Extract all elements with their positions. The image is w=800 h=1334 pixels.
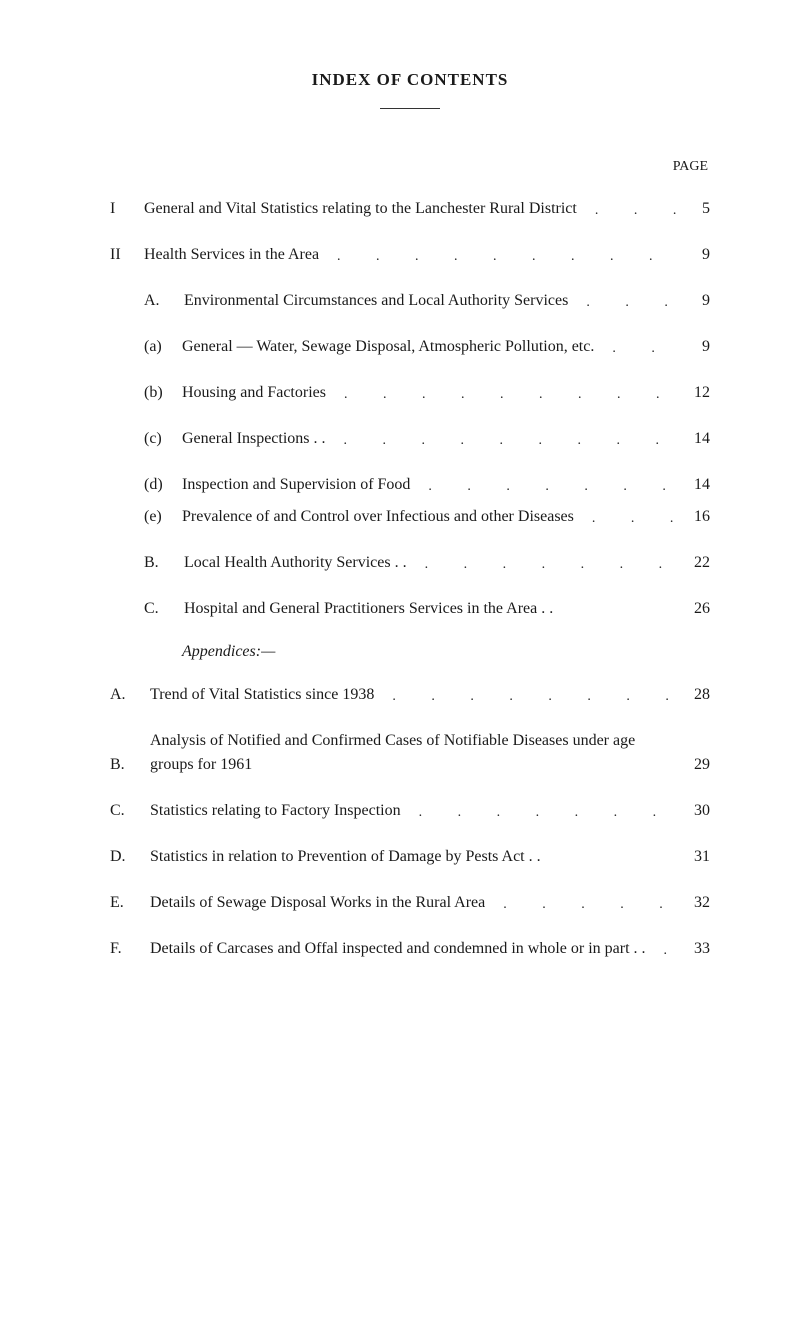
leader-dots: . . . . . . . . . . . . . . . . . . xyxy=(326,384,676,405)
entry-text: Prevalence of and Control over Infectiou… xyxy=(182,505,574,529)
leader-dots: . . . . . . . . . . . . . . . . . . xyxy=(568,292,676,313)
toc-entry-II-A: A. Environmental Circumstances and Local… xyxy=(110,289,710,313)
leader-dots: . . . . . . . . . . . . . . . . . . xyxy=(410,476,676,497)
entry-text: Hospital and General Practitioners Servi… xyxy=(184,597,553,621)
entry-text: Statistics relating to Factory Inspectio… xyxy=(150,799,401,823)
entry-text: General Inspections . . xyxy=(182,427,326,451)
toc-entry-II: II Health Services in the Area . . . . .… xyxy=(110,243,710,267)
entry-text: Housing and Factories xyxy=(182,381,326,405)
page-number: 14 xyxy=(676,427,710,451)
page-number: 14 xyxy=(676,473,710,497)
toc-entry-II-b: (b) Housing and Factories . . . . . . . … xyxy=(110,381,710,405)
leader-dots: . . . . . . . . . . . . . . . . . . xyxy=(407,554,676,575)
toc-appendix-D: D. Statistics in relation to Prevention … xyxy=(110,845,710,869)
entry-text: Trend of Vital Statistics since 1938 xyxy=(150,683,374,707)
toc-entry-I: I General and Vital Statistics relating … xyxy=(110,197,710,221)
page-number: 16 xyxy=(676,505,710,529)
index-title: INDEX OF CONTENTS xyxy=(110,70,710,90)
page-number: 22 xyxy=(676,551,710,575)
letter-marker: C. xyxy=(110,799,150,823)
page-number: 9 xyxy=(676,335,710,359)
toc-entry-II-d: (d) Inspection and Supervision of Food .… xyxy=(110,473,710,497)
leader-dots: . . . . . . . . . . . . . . . . . . xyxy=(574,508,676,529)
roman-marker: II xyxy=(110,243,144,267)
subletter-marker: (c) xyxy=(144,427,182,451)
toc-entry-II-C: C. Hospital and General Practitioners Se… xyxy=(110,597,710,621)
letter-marker: D. xyxy=(110,845,150,869)
entry-text: Environmental Circumstances and Local Au… xyxy=(184,289,568,313)
entry-text: Details of Carcases and Offal inspected … xyxy=(150,937,646,961)
letter-marker: F. xyxy=(110,937,150,961)
letter-marker: A. xyxy=(110,683,150,707)
page-number: 33 xyxy=(676,937,710,961)
subletter-marker: (e) xyxy=(144,505,182,529)
appendices-heading: Appendices:— xyxy=(182,643,710,661)
title-divider xyxy=(380,108,440,109)
subletter-marker: (d) xyxy=(144,473,182,497)
leader-dots: . . . . . . . . . . . . . . . . . . xyxy=(658,756,676,777)
leader-dots: . . . . . . . . . . . . . . . . . . xyxy=(485,894,676,915)
letter-marker: B. xyxy=(144,551,184,575)
entry-text: General — Water, Sewage Disposal, Atmosp… xyxy=(182,335,594,359)
roman-marker: I xyxy=(110,197,144,221)
toc-entry-II-c: (c) General Inspections . . . . . . . . … xyxy=(110,427,710,451)
subletter-marker: (b) xyxy=(144,381,182,405)
leader-dots: . . . . . . . . . . . . . . . . . . xyxy=(646,940,676,961)
toc-appendix-F: F. Details of Carcases and Offal inspect… xyxy=(110,937,710,961)
entry-text: Health Services in the Area xyxy=(144,243,319,267)
page-number: 9 xyxy=(676,289,710,313)
page-number: 29 xyxy=(676,753,710,777)
entry-text: Analysis of Notified and Confirmed Cases… xyxy=(150,729,658,777)
letter-marker: E. xyxy=(110,891,150,915)
entry-text: Inspection and Supervision of Food xyxy=(182,473,410,497)
toc-entry-II-B: B. Local Health Authority Services . . .… xyxy=(110,551,710,575)
page-number: 9 xyxy=(676,243,710,267)
toc-appendix-B: B. Analysis of Notified and Confirmed Ca… xyxy=(110,729,710,777)
page-number: 5 xyxy=(676,197,710,221)
letter-marker: A. xyxy=(144,289,184,313)
letter-marker: C. xyxy=(144,597,184,621)
toc-appendix-E: E. Details of Sewage Disposal Works in t… xyxy=(110,891,710,915)
leader-dots: . . . . . . . . . . . . . . . . . . xyxy=(326,430,676,451)
page-number: 28 xyxy=(676,683,710,707)
letter-marker: B. xyxy=(110,753,150,777)
page-number: 12 xyxy=(676,381,710,405)
leader-dots: . . . . . . . . . . . . . . . . . . xyxy=(401,802,676,823)
page-column-header: PAGE xyxy=(110,159,710,175)
page-number: 31 xyxy=(676,845,710,869)
entry-text: Statistics in relation to Prevention of … xyxy=(150,845,541,869)
toc-appendix-C: C. Statistics relating to Factory Inspec… xyxy=(110,799,710,823)
leader-dots: . . . . . . . . . . . . . . . . . . xyxy=(577,200,676,221)
page-number: 32 xyxy=(676,891,710,915)
leader-dots: . . . . . . . . . . . . . . . . . . xyxy=(374,686,676,707)
entry-text: General and Vital Statistics relating to… xyxy=(144,197,577,221)
leader-dots: . . . . . . . . . . . . . . . . . . xyxy=(319,246,676,267)
toc-appendix-A: A. Trend of Vital Statistics since 1938 … xyxy=(110,683,710,707)
leader-dots: . . . . . . . . . . . . . . . . . . xyxy=(594,338,676,359)
entry-text: Local Health Authority Services . . xyxy=(184,551,407,575)
page-number: 26 xyxy=(676,597,710,621)
subletter-marker: (a) xyxy=(144,335,182,359)
toc-entry-II-e: (e) Prevalence of and Control over Infec… xyxy=(110,505,710,529)
toc-entry-II-a: (a) General — Water, Sewage Disposal, At… xyxy=(110,335,710,359)
entry-text: Details of Sewage Disposal Works in the … xyxy=(150,891,485,915)
page-number: 30 xyxy=(676,799,710,823)
